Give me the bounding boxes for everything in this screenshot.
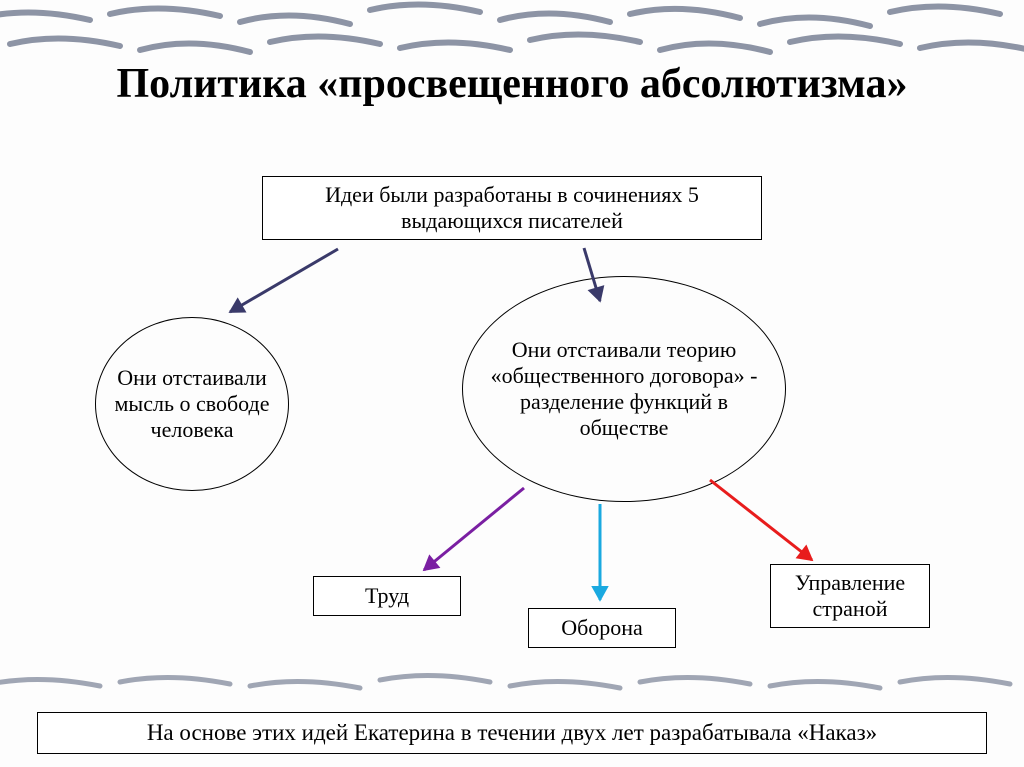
- node-text: Управление страной: [781, 570, 919, 622]
- node-text: Идеи были разработаны в сочинениях 5 выд…: [273, 182, 751, 234]
- decorative-divider: [0, 670, 1024, 698]
- page-title: Политика «просвещенного абсолютизма»: [0, 60, 1024, 108]
- node-text: Они отстаивали мысль о свободе человека: [110, 365, 274, 443]
- node-text: Оборона: [561, 615, 643, 641]
- node-governance: Управление страной: [770, 564, 930, 628]
- node-social-contract: Они отстаивали теорию «общественного дог…: [462, 276, 786, 502]
- node-text: На основе этих идей Екатерина в течении …: [147, 720, 877, 746]
- node-labor: Труд: [313, 576, 461, 616]
- node-defense: Оборона: [528, 608, 676, 648]
- node-text: Они отстаивали теорию «общественного дог…: [477, 337, 771, 441]
- node-text: Труд: [365, 583, 409, 609]
- node-freedom-thought: Они отстаивали мысль о свободе человека: [95, 317, 289, 491]
- node-ideas-developed: Идеи были разработаны в сочинениях 5 выд…: [262, 176, 762, 240]
- decorative-top-pattern: [0, 0, 1024, 62]
- node-nakaz: На основе этих идей Екатерина в течении …: [37, 712, 987, 754]
